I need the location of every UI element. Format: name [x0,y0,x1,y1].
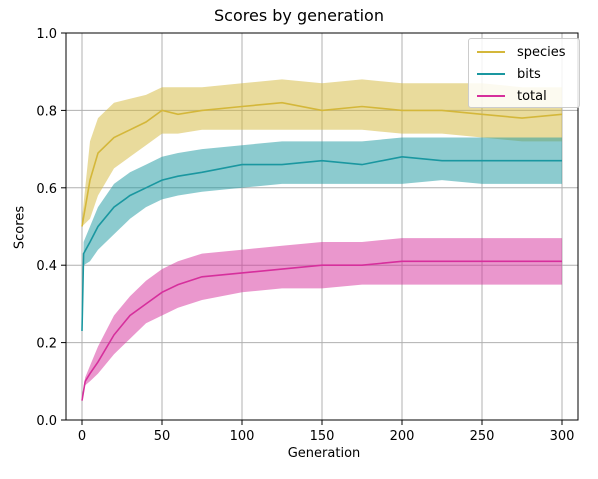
band-total [82,238,562,401]
x-tick-label: 150 [310,429,335,444]
y-tick-label: 0.8 [36,104,57,119]
band-species [82,79,562,227]
x-tick-label: 300 [550,429,575,444]
legend-item-total: total [477,86,547,106]
y-tick-label: 0.2 [36,337,57,352]
legend-label: species [517,44,566,60]
line-species [81,101,563,227]
x-tick-label: 200 [390,429,415,444]
x-tick-label: 50 [154,429,171,444]
y-tick-label: 0.4 [36,259,57,274]
y-tick-label: 0.0 [36,414,57,429]
legend-label: total [517,88,547,104]
legend-label: bits [517,66,541,82]
legend: species bits total [468,38,580,108]
x-tick-label: 250 [470,429,495,444]
chart-title: Scores by generation [214,6,384,25]
line-bits [81,155,562,332]
x-axis-label: Generation [287,446,361,461]
legend-item-bits: bits [477,64,541,84]
y-tick-label: 1.0 [36,27,57,42]
legend-swatch [477,51,505,53]
legend-swatch [477,73,505,75]
x-tick-label: 100 [230,429,255,444]
legend-swatch [477,95,505,97]
line-total [81,260,562,401]
legend-item-species: species [477,42,566,62]
band-bits [82,137,562,331]
y-tick-label: 0.6 [36,182,57,197]
x-tick-label: 0 [78,429,86,444]
y-axis-label: Scores [12,205,28,250]
